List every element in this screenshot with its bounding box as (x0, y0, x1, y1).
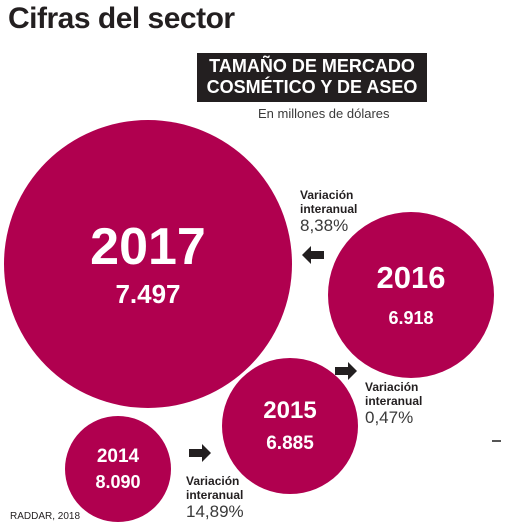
variation-label-line-1: Variación (186, 474, 240, 488)
page-title: Cifras del sector (8, 2, 235, 35)
variation-label-line-2: interanual (365, 394, 423, 408)
arrow-left-icon (302, 246, 324, 264)
variation-label-line-1: Variación (300, 188, 354, 202)
chart-subtitle: En millones de dólares (258, 106, 390, 121)
variation-label-line-2: interanual (300, 202, 358, 216)
variation-label-2015-2016: Variación interanual 0,47% (365, 380, 422, 428)
bubble-value-label: 8.090 (95, 471, 141, 492)
bubble-value-label: 6.918 (388, 307, 434, 328)
variation-label-line-2: interanual (186, 488, 244, 502)
bubble-year-label: 2017 (90, 218, 206, 277)
chart-title-line-1: TAMAÑO DE MERCADO (209, 56, 415, 76)
bubble-value-label: 6.885 (266, 432, 314, 454)
variation-label-line-1: Variación (365, 380, 419, 394)
bubble-2015: 2015 6.885 (222, 358, 358, 494)
bubble-2014: 2014 8.090 (65, 416, 171, 522)
source-note: RADDAR, 2018 (10, 511, 81, 522)
bubble-value-label: 7.497 (115, 278, 181, 309)
bubble-2016: 2016 6.918 (328, 212, 494, 378)
variation-label-2014-2015: Variación interanual 14,89% (186, 474, 244, 522)
variation-percent: 8,38% (300, 216, 349, 235)
variation-label-2016-2017: Variación interanual 8,38% (300, 188, 357, 236)
variation-percent: 14,89% (186, 502, 244, 521)
chart-title-banner: TAMAÑO DE MERCADO COSMÉTICO Y DE ASEO (197, 53, 427, 102)
chart-title-line-2: COSMÉTICO Y DE ASEO (206, 77, 418, 97)
bubble-2017: 2017 7.497 (4, 120, 292, 408)
bubble-year-label: 2015 (263, 397, 317, 425)
bubble-year-label: 2014 (96, 445, 140, 467)
variation-percent: 0,47% (365, 408, 414, 427)
divider-mark (492, 440, 501, 442)
arrow-right-icon (189, 444, 211, 462)
arrow-right-icon (335, 362, 357, 380)
bubble-year-label: 2016 (376, 260, 446, 296)
